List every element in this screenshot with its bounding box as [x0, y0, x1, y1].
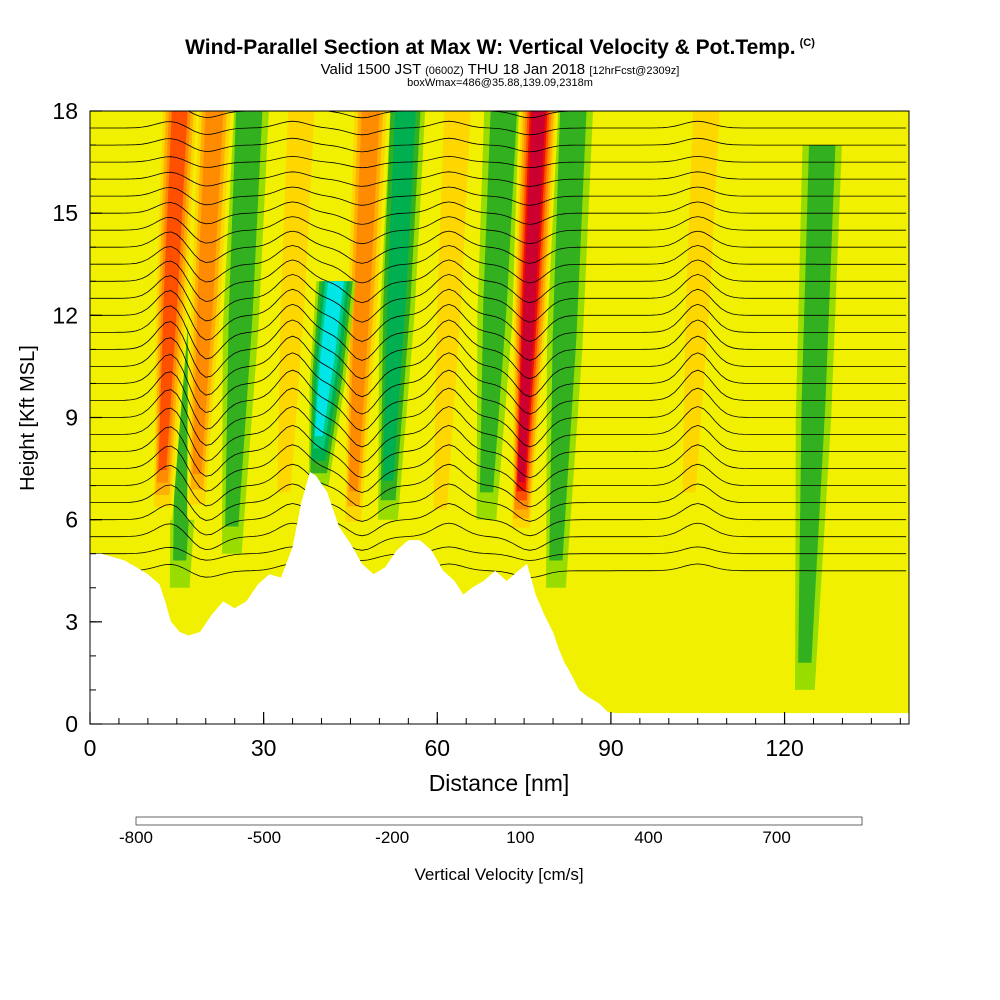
terrain-mask	[90, 472, 909, 724]
isentrope	[90, 303, 907, 361]
x-tick-label: 0	[84, 735, 97, 761]
velocity-core	[433, 111, 471, 510]
isentrope	[90, 319, 907, 380]
isentrope	[90, 463, 907, 508]
plot-area	[90, 87, 909, 724]
y-tick-label: 15	[52, 200, 78, 226]
x-tick-label: 60	[424, 735, 450, 761]
isentrope	[90, 87, 906, 101]
isentrope	[90, 406, 907, 463]
x-tick-label: 90	[598, 735, 624, 761]
colorbar-tick-label: 700	[762, 828, 790, 847]
isentrope	[90, 111, 907, 119]
valid-time-mid: THU 18 Jan 2018	[463, 61, 590, 78]
isentropes	[90, 87, 907, 579]
y-tick-label: 9	[65, 405, 78, 431]
isentrope	[90, 522, 907, 551]
isentrope	[90, 120, 907, 136]
y-tick-label: 0	[65, 711, 78, 737]
isentrope	[90, 288, 907, 342]
forecast-tag: [12hrFcst@2309z]	[589, 65, 680, 77]
isentrope	[90, 444, 907, 493]
colorbar-tick-label: 400	[634, 828, 662, 847]
y-tick-label: 12	[52, 302, 78, 328]
velocity-core	[479, 111, 517, 493]
isentrope	[90, 186, 907, 206]
isentrope	[90, 503, 907, 537]
isentrope	[90, 155, 907, 169]
x-tick-label: 120	[765, 735, 803, 761]
colorbar-frame	[135, 816, 863, 826]
chart-subtitle: Valid 1500 JST (0600Z) THU 18 Jan 2018 […	[0, 61, 1000, 78]
velocity-core	[277, 111, 315, 493]
isentrope	[90, 216, 907, 245]
x-tick-label: 30	[251, 735, 277, 761]
isentrope	[90, 137, 907, 153]
velocity-core	[382, 111, 416, 481]
isentrope	[90, 230, 907, 264]
x-axis-label: Distance [nm]	[429, 770, 570, 796]
velocity-core	[158, 111, 188, 471]
colorbar-tick-label: -800	[119, 828, 153, 847]
valid-time-pre: Valid 1500 JST	[320, 61, 426, 78]
velocity-core	[798, 145, 836, 663]
velocity-core	[348, 111, 380, 492]
colorbar: -800 -500 -200 100 400 700	[119, 816, 863, 847]
copyright-mark: (C)	[799, 37, 815, 49]
velocity-core	[549, 111, 587, 561]
isentrope	[90, 171, 907, 187]
isentrope	[90, 245, 907, 284]
y-tick-label: 18	[52, 98, 78, 124]
velocity-core	[682, 111, 720, 493]
valid-time-utc: (0600Z)	[425, 65, 464, 77]
isentrope	[90, 387, 907, 448]
isentrope	[90, 259, 907, 304]
isentrope	[90, 273, 907, 323]
y-tick-label: 6	[65, 507, 78, 533]
y-tick-label: 3	[65, 609, 78, 635]
colorbar-tick-label: -500	[247, 828, 281, 847]
isentrope	[90, 424, 907, 479]
y-axis-label: Height [Kft MSL]	[17, 345, 39, 491]
colorbar-tick-label: -200	[375, 828, 409, 847]
isentrope	[90, 369, 907, 432]
isentrope	[90, 563, 907, 579]
isentrope	[90, 546, 907, 561]
chart-boxline: boxWmax=486@35.88,139.09,2318m	[407, 77, 593, 89]
isentrope	[90, 335, 907, 398]
isentrope	[90, 201, 907, 225]
y-axis: 0 3 6 9 12 15 18	[52, 98, 102, 737]
velocity-core	[192, 111, 224, 475]
colorbar-tick-label: 100	[506, 828, 534, 847]
x-axis: 0 30 60 90 120	[84, 712, 901, 761]
title-main: Wind-Parallel Section at Max W: Vertical…	[185, 36, 796, 59]
colorbar-label: Vertical Velocity [cm/s]	[414, 865, 583, 884]
chart-title: Wind-Parallel Section at Max W: Vertical…	[0, 36, 1000, 60]
isentrope	[90, 352, 907, 415]
isentrope	[90, 483, 907, 522]
